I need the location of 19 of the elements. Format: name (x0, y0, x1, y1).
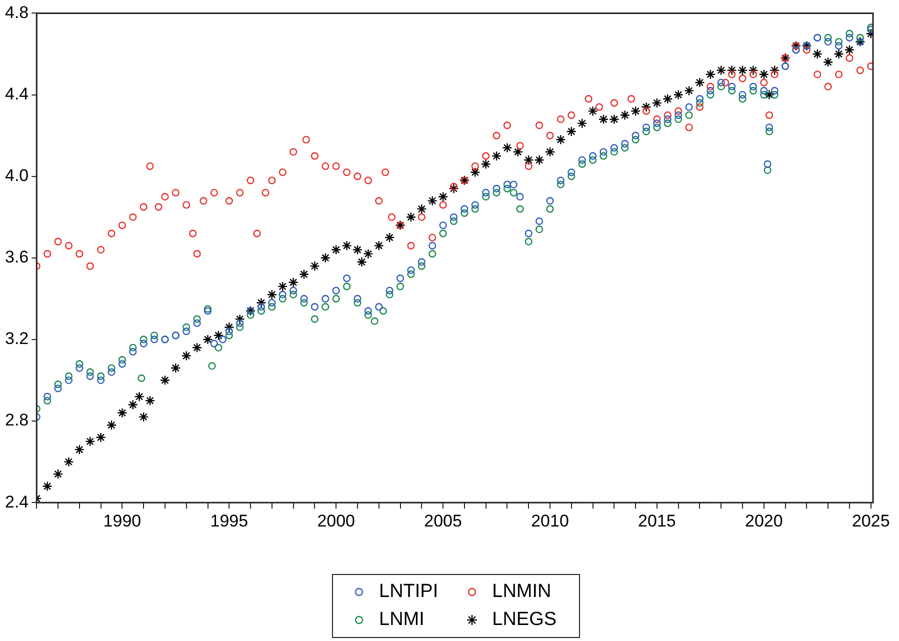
legend-label: LNEGS (492, 608, 557, 632)
y-tick-label: 4.4 (4, 84, 29, 104)
y-tick-label: 3.2 (4, 329, 29, 348)
x-tick-label: 2010 (531, 511, 569, 530)
legend-label: LNMI (379, 608, 424, 632)
x-tick-label: 2025 (852, 511, 890, 530)
y-tick-label: 4.0 (4, 166, 29, 186)
x-tick-label: 1995 (210, 511, 248, 530)
y-tick-label: 2.4 (4, 492, 29, 512)
y-tick-label: 2.8 (4, 410, 29, 430)
x-tick-label: 2020 (744, 511, 783, 530)
x-tick-label: 2015 (638, 511, 676, 530)
y-tick-label: 4.8 (4, 2, 29, 22)
x-tick-label: 2000 (317, 511, 356, 530)
legend-label: LNMIN (492, 580, 552, 604)
y-tick-label: 3.6 (4, 248, 29, 267)
x-tick-label: 2005 (424, 511, 462, 530)
legend-label: LNTIPI (379, 580, 438, 604)
x-tick-label: 1990 (103, 511, 142, 530)
